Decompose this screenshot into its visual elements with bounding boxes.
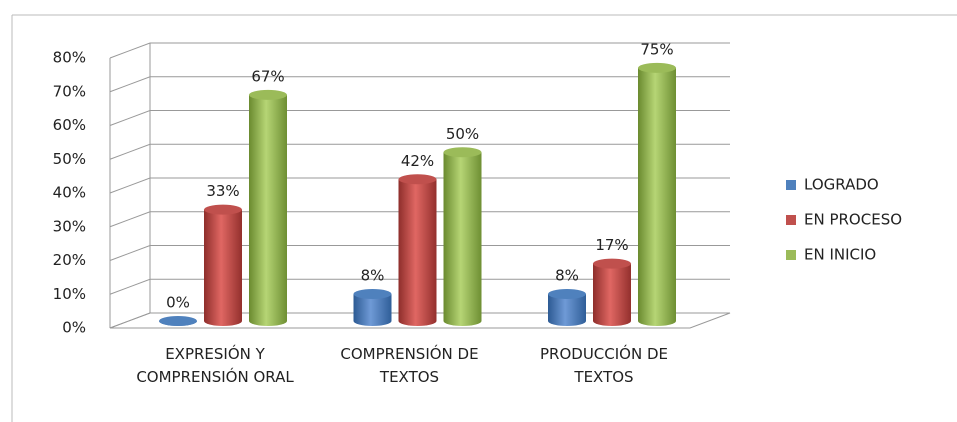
bar-top	[638, 62, 676, 73]
legend-label: EN PROCESO	[804, 211, 902, 229]
legend-swatch	[786, 250, 796, 260]
grid-line	[109, 110, 730, 126]
y-tick-label: 40%	[53, 184, 86, 202]
data-label: 42%	[401, 152, 434, 170]
bar	[204, 209, 242, 326]
bar-top	[204, 204, 242, 215]
bar	[353, 294, 392, 327]
bar	[638, 67, 676, 326]
bar	[593, 263, 631, 326]
data-label: 75%	[640, 40, 673, 58]
bar	[398, 179, 437, 327]
grid-line	[109, 143, 730, 160]
x-tick-label: EXPRESIÓN Y COMPRENSIÓN ORAL	[136, 345, 294, 386]
bar	[548, 294, 586, 326]
data-label: 8%	[361, 267, 385, 285]
grid-line	[109, 76, 730, 93]
grid-line	[109, 312, 730, 329]
y-tick-label: 20%	[53, 251, 86, 269]
y-tick-label: 70%	[53, 82, 86, 100]
grid-line	[109, 211, 730, 228]
legend-swatch	[786, 215, 796, 225]
data-label: 8%	[555, 267, 579, 285]
x-tick-label: COMPRENSIÓN DE TEXTOS	[340, 345, 479, 386]
data-label: 0%	[166, 294, 190, 312]
y-tick-label: 50%	[53, 150, 86, 168]
bar-top	[249, 89, 287, 100]
grid-line	[109, 177, 730, 194]
grid-line	[109, 245, 730, 261]
y-tick-label: 10%	[53, 285, 86, 303]
bar-top	[593, 258, 631, 269]
bar-top	[353, 289, 392, 299]
y-tick-label: 0%	[62, 319, 86, 337]
bar-top	[159, 316, 197, 326]
y-tick-label: 80%	[53, 49, 86, 67]
bar	[249, 94, 287, 326]
y-tick-label: 30%	[53, 217, 86, 235]
legend-label: EN INICIO	[804, 246, 876, 264]
bar-top	[548, 289, 586, 299]
legend-label: LOGRADO	[804, 176, 879, 194]
grid-line	[109, 278, 730, 295]
bar	[443, 152, 482, 327]
data-label: 17%	[595, 236, 628, 254]
data-label: 33%	[206, 182, 239, 200]
x-tick-label: PRODUCCIÓN DE TEXTOS	[540, 345, 668, 386]
legend-swatch	[786, 180, 796, 190]
grid-line	[109, 42, 730, 59]
y-tick-label: 60%	[53, 116, 86, 134]
bar-top	[443, 147, 482, 158]
data-label: 67%	[251, 67, 284, 85]
data-label: 50%	[446, 125, 479, 143]
bar-top	[398, 174, 437, 185]
